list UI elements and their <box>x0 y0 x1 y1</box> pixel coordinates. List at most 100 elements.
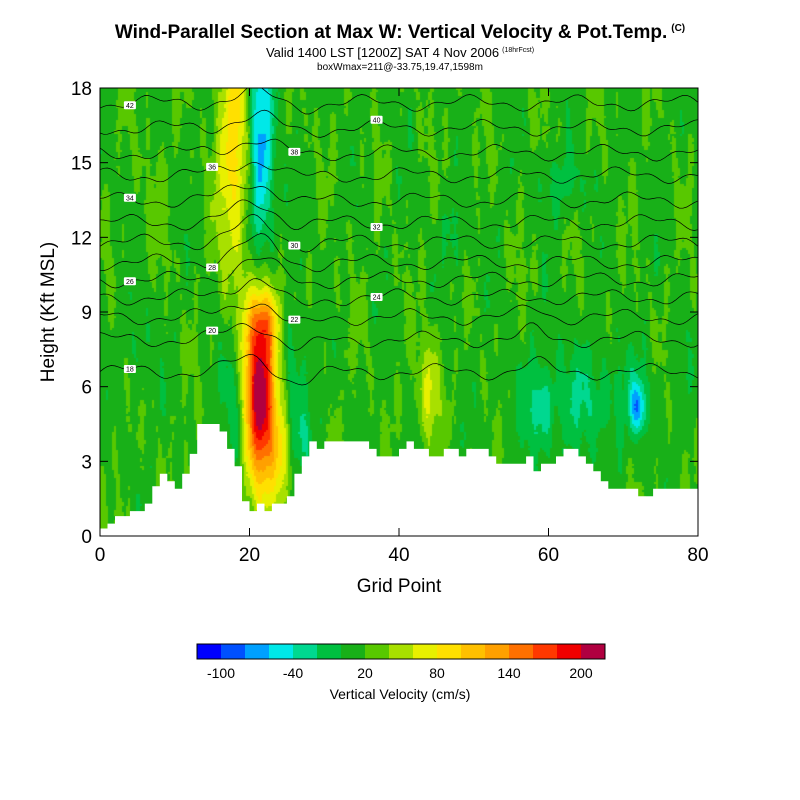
theta-contour-label-bg <box>206 326 219 335</box>
theta-contour-label: 36 <box>206 162 219 171</box>
theta-contour-label-bg <box>288 147 301 156</box>
plot-area: 18 20 22 24 26 28 30 32 34 36 38 40 42 <box>100 88 698 536</box>
theta-contour-label: 18 <box>123 365 136 374</box>
theta-contour-line <box>100 199 698 231</box>
contour-label-group: 18 20 22 24 26 28 30 32 34 36 38 40 42 <box>123 101 383 374</box>
y-tick-label: 15 <box>71 154 92 175</box>
colorbar-swatch <box>413 644 438 659</box>
colorbar-swatch <box>485 644 510 659</box>
theta-contour-label-bg <box>123 277 136 286</box>
colorbar-swatch <box>509 644 534 659</box>
theta-contour-line <box>100 213 698 253</box>
theta-contour-label-text: 18 <box>126 367 134 374</box>
colorbar-swatch <box>437 644 462 659</box>
x-axis-title: Grid Point <box>357 576 442 597</box>
theta-contour-label: 28 <box>206 263 219 272</box>
y-tick-label: 9 <box>81 303 92 324</box>
colorbar-swatch <box>557 644 582 659</box>
theta-contour-line <box>100 278 698 307</box>
theta-contour-line <box>100 233 698 273</box>
valid-time-text: Valid 1400 LST [1200Z] SAT 4 Nov 2006 <box>265 45 500 60</box>
colorbar-swatch <box>365 644 390 659</box>
theta-contour-label-bg <box>123 101 136 110</box>
theta-contour-label: 38 <box>288 147 301 156</box>
theta-contour-label-bg <box>123 365 136 374</box>
theta-contour-label-text: 36 <box>208 164 216 171</box>
chart-title-mark: (C) <box>671 22 686 34</box>
colorbar-swatch <box>581 644 606 659</box>
theta-contour-line <box>100 354 698 386</box>
theta-contour-line <box>100 257 698 289</box>
theta-contour-label-bg <box>123 193 136 202</box>
x-tick-label: 80 <box>687 545 708 566</box>
theta-contour-label-text: 22 <box>290 317 298 324</box>
colorbar-swatch <box>461 644 486 659</box>
colorbar-tick-label: 80 <box>429 665 445 681</box>
theta-contour-label-text: 42 <box>126 103 134 110</box>
theta-contour-label: 24 <box>370 292 383 301</box>
colorbar-swatch <box>197 644 222 659</box>
x-tick-label: 20 <box>239 545 260 566</box>
box-wmax-line: boxWmax=211@-33.75,19.47,1598m <box>317 62 483 73</box>
colorbar-swatch <box>341 644 366 659</box>
chart-subtitle: Valid 1400 LST [1200Z] SAT 4 Nov 2006 (18… <box>0 45 800 60</box>
theta-contour-label-bg <box>288 241 301 250</box>
colorbar-title: Vertical Velocity (cm/s) <box>330 686 471 702</box>
y-tick-label: 6 <box>81 378 92 399</box>
x-tick-label: 60 <box>538 545 559 566</box>
colorbar-swatch <box>389 644 414 659</box>
colorbar-tick-label: -40 <box>283 665 303 681</box>
theta-contour-label: 32 <box>370 222 383 231</box>
theta-contour-label: 30 <box>288 241 301 250</box>
y-axis-title: Height (Kft MSL) <box>38 242 59 382</box>
theta-contour-label-text: 24 <box>373 294 381 301</box>
y-tick-label: 18 <box>71 79 92 100</box>
theta-contour-label-bg <box>206 263 219 272</box>
theta-contour-label: 34 <box>123 193 136 202</box>
theta-contour-label-text: 28 <box>208 265 216 272</box>
colorbar-swatch <box>317 644 342 659</box>
potential-temperature-contours <box>100 88 698 386</box>
theta-contour-label-bg <box>370 115 383 124</box>
colorbar-tick-label: 200 <box>569 665 593 681</box>
theta-contour-line <box>100 138 698 162</box>
colorbar-swatch <box>245 644 270 659</box>
theta-contour-label-bg <box>206 162 219 171</box>
x-tick-label: 40 <box>388 545 409 566</box>
theta-contour-label-text: 26 <box>126 279 134 286</box>
theta-contour-label-bg <box>288 315 301 324</box>
theta-contour-label-bg <box>370 222 383 231</box>
colorbar-swatch <box>533 644 558 659</box>
y-tick-label: 3 <box>81 452 92 473</box>
colorbar-swatch <box>221 644 246 659</box>
theta-contour-label: 22 <box>288 315 301 324</box>
theta-contour-label-text: 20 <box>208 328 216 335</box>
colorbar-tick-label: 20 <box>357 665 373 681</box>
colorbar-tick-label: -100 <box>207 665 235 681</box>
theta-contour-line <box>100 161 698 184</box>
theta-contour-line <box>100 109 698 138</box>
theta-contour-label: 20 <box>206 326 219 335</box>
theta-contour-label-text: 38 <box>290 149 298 156</box>
chart-title: Wind-Parallel Section at Max W: Vertical… <box>0 22 800 44</box>
y-tick-label: 12 <box>71 228 92 249</box>
theta-contour-line <box>100 303 698 326</box>
chart-title-text: Wind-Parallel Section at Max W: Vertical… <box>114 22 668 43</box>
y-tick-label: 0 <box>81 527 92 548</box>
theta-contour-line <box>100 88 698 115</box>
colorbar: -100 -40 20 80 140 200 <box>196 643 606 681</box>
colorbar-swatch <box>293 644 318 659</box>
theta-contour-line <box>100 322 698 351</box>
forecast-tag: (18hrFcst) <box>502 46 535 54</box>
colorbar-tick-label: 140 <box>497 665 521 681</box>
x-tick-label: 0 <box>95 545 106 566</box>
theta-contour-label-text: 30 <box>290 243 298 250</box>
theta-contour-label-text: 32 <box>373 224 381 231</box>
theta-contour-line <box>100 184 698 209</box>
colorbar-swatch <box>269 644 294 659</box>
theta-contour-label-text: 34 <box>126 195 134 202</box>
theta-contour-label: 26 <box>123 277 136 286</box>
colorbar-frame <box>196 643 606 660</box>
